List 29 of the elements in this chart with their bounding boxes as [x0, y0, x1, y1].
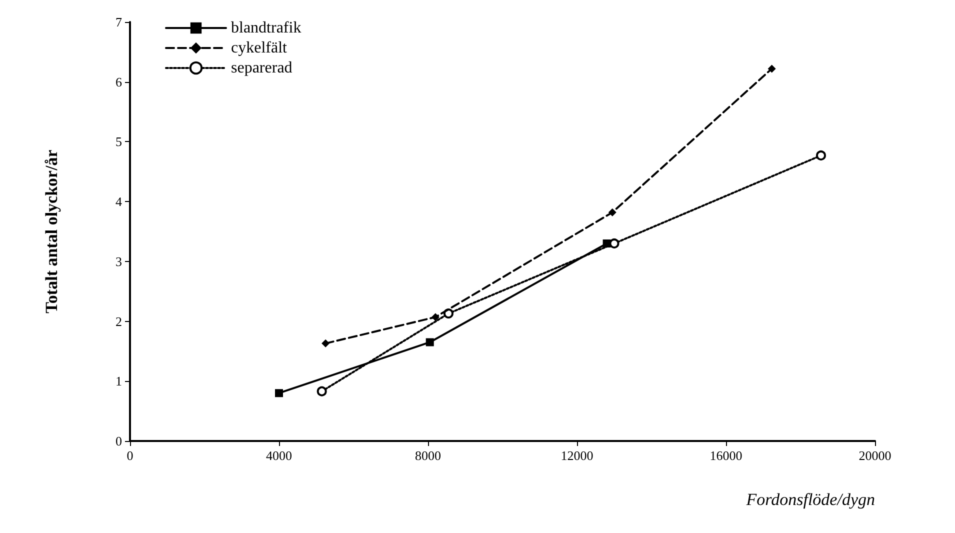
x-tick-label: 4000 [266, 448, 292, 463]
y-tick-label: 5 [116, 134, 122, 150]
x-tick-label: 8000 [415, 448, 441, 463]
point [316, 386, 327, 396]
x-tick-label: 16000 [710, 448, 742, 463]
x-tick-label: 0 [126, 448, 134, 463]
y-tick-label: 7 [116, 14, 122, 30]
point [608, 208, 616, 216]
y-tick-label: 2 [116, 314, 122, 329]
y-tick-label: 1 [116, 374, 122, 389]
x-tick-label: 12000 [560, 448, 594, 463]
x-tick-label: 20000 [858, 448, 892, 463]
y-tick-label: 3 [116, 254, 122, 269]
point [602, 239, 611, 248]
y-tick-label: 4 [116, 194, 122, 210]
legend-label: separerad [231, 60, 292, 76]
point [768, 64, 776, 73]
point [275, 389, 283, 398]
legend-label: blandtrafik [231, 20, 302, 36]
y-tick-label: 6 [116, 74, 122, 90]
legend-label: cykelfält [231, 40, 288, 56]
point [322, 339, 330, 348]
point [609, 238, 620, 248]
y-tick-label: 0 [116, 434, 122, 448]
point [426, 338, 434, 346]
y-axis-title: Totalt antal olyckor/år [42, 149, 61, 314]
x-axis-title: Fordonsflöde/dygn [745, 490, 875, 509]
point [816, 150, 826, 160]
point [431, 313, 440, 322]
